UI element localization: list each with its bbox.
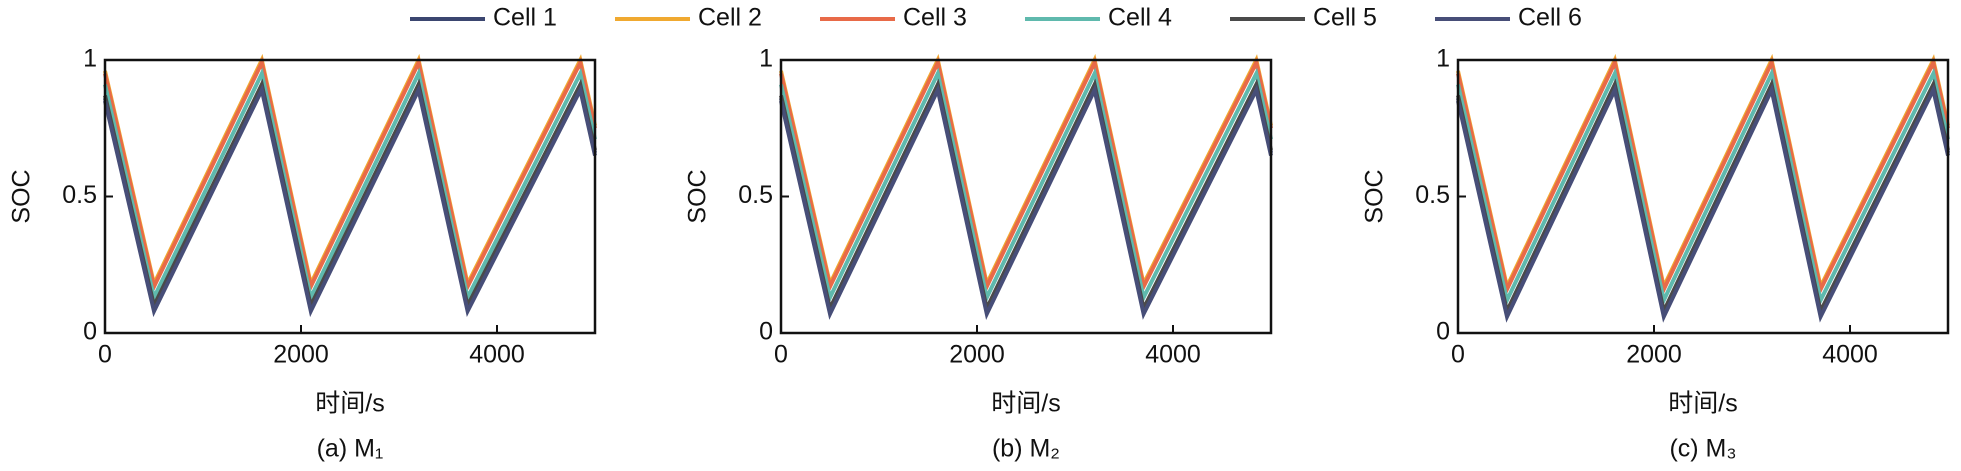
y-tick-label: 1 — [759, 45, 773, 73]
x-axis-label: 时间/s — [991, 390, 1060, 418]
x-tick-label: 4000 — [1822, 341, 1878, 369]
legend-label: Cell 5 — [1313, 4, 1377, 32]
y-tick-label: 0 — [759, 318, 773, 346]
x-tick-label: 0 — [98, 341, 112, 369]
series-line — [779, 78, 1273, 315]
y-tick-label: 0.5 — [738, 181, 773, 209]
x-tick-label: 4000 — [469, 341, 525, 369]
panel-caption: (a) M₁ — [317, 435, 384, 463]
plot-frame — [1456, 58, 1950, 335]
y-tick-label: 0.5 — [1415, 181, 1450, 209]
y-tick-label: 0 — [1436, 318, 1450, 346]
series-line — [103, 84, 597, 318]
series-line — [1456, 56, 1950, 296]
x-tick-label: 0 — [1451, 341, 1465, 369]
x-tick-label: 2000 — [273, 341, 329, 369]
y-tick-label: 0.5 — [62, 181, 97, 209]
plot-frame — [779, 58, 1273, 335]
x-tick-label: 2000 — [1626, 341, 1682, 369]
legend-label: Cell 2 — [698, 4, 762, 32]
series-line — [1456, 83, 1950, 323]
x-tick-label: 2000 — [949, 341, 1005, 369]
x-axis-label: 时间/s — [315, 390, 384, 418]
y-tick-label: 0 — [83, 318, 97, 346]
y-axis-label: SOC — [684, 169, 712, 223]
series-line — [779, 67, 1273, 304]
panel-caption: (b) M₂ — [992, 435, 1060, 463]
series-line — [103, 56, 597, 293]
y-tick-label: 1 — [1436, 45, 1450, 73]
x-axis-label: 时间/s — [1668, 390, 1737, 418]
x-tick-label: 0 — [774, 341, 788, 369]
x-tick-label: 4000 — [1145, 341, 1201, 369]
legend-label: Cell 6 — [1518, 4, 1582, 32]
series-line — [779, 83, 1273, 320]
y-axis-label: SOC — [1361, 169, 1389, 223]
legend-label: Cell 1 — [493, 4, 557, 32]
panel-caption: (c) M₃ — [1669, 435, 1736, 463]
legend-label: Cell 3 — [903, 4, 967, 32]
y-tick-label: 1 — [83, 45, 97, 73]
y-axis-label: SOC — [8, 169, 36, 223]
series-line — [103, 67, 597, 304]
series-line — [779, 56, 1273, 293]
series-line — [103, 78, 597, 312]
series-line — [1456, 78, 1950, 318]
legend-label: Cell 4 — [1108, 4, 1172, 32]
series-line — [1456, 67, 1950, 307]
